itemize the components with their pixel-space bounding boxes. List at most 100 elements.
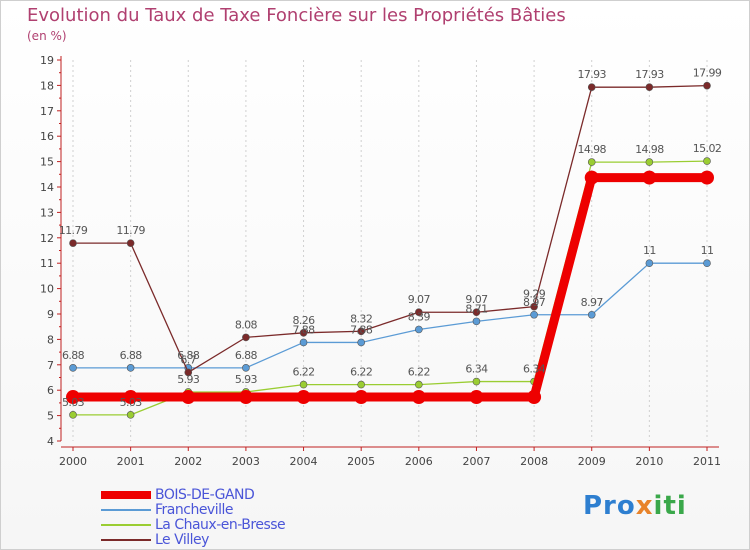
data-point: [700, 170, 714, 185]
y-tick-label: 14: [40, 181, 54, 194]
data-point: [584, 170, 599, 185]
data-point: [530, 310, 538, 319]
data-label: 8.32: [350, 312, 372, 325]
data-point: [357, 327, 365, 336]
legend-item: Francheville: [101, 501, 285, 518]
data-point: [69, 364, 77, 372]
data-label: 6.22: [350, 366, 372, 379]
legend-item: BOIS-DE-GAND: [101, 486, 285, 503]
legend-label: BOIS-DE-GAND: [155, 486, 255, 503]
y-tick-label: 15: [40, 156, 54, 169]
data-point: [469, 390, 484, 405]
y-tick-label: 17: [40, 105, 54, 118]
x-tick-label: 2010: [635, 455, 663, 468]
data-label: 7.88: [292, 323, 315, 336]
data-point: [69, 239, 77, 247]
x-tick-label: 2011: [693, 455, 721, 468]
legend-item: La Chaux-en-Bresse: [101, 517, 286, 533]
y-tick-label: 10: [40, 283, 54, 296]
data-point: [472, 377, 481, 386]
data-label: 5.93: [177, 373, 200, 386]
data-point: [242, 333, 250, 342]
data-point: [184, 368, 193, 377]
data-point: [642, 170, 657, 185]
data-label: 6.34: [523, 363, 546, 376]
y-tick-label: 12: [40, 232, 54, 245]
data-label: 9.07: [408, 293, 431, 306]
series-layer: [66, 81, 714, 419]
series-line-bois-de-gand: [73, 173, 707, 402]
x-tick-label: 2006: [405, 455, 433, 468]
legend-swatch: [101, 490, 151, 499]
proxiti-logo: Proxiti: [583, 491, 687, 521]
data-point: [645, 158, 654, 166]
legend-swatch: [101, 523, 151, 526]
data-label: 11: [643, 244, 656, 257]
data-point: [587, 158, 596, 166]
data-point: [472, 317, 481, 326]
data-point: [123, 390, 138, 405]
data-label: 6.34: [465, 363, 488, 376]
data-point: [411, 390, 426, 405]
data-label: 6.88: [177, 349, 200, 362]
legend-swatch: [101, 508, 151, 511]
y-tick-label: 16: [40, 130, 54, 143]
data-point: [126, 239, 135, 247]
data-point: [703, 157, 711, 165]
y-tick-label: 9: [47, 308, 54, 321]
legend-label: Francheville: [155, 501, 234, 518]
y-tick-label: 18: [40, 79, 54, 92]
y-tick-label: 8: [47, 333, 54, 346]
data-label: 8.39: [408, 310, 431, 323]
data-label: 9.29: [523, 288, 546, 301]
data-point: [645, 83, 654, 91]
data-label: 7.88: [350, 323, 373, 336]
data-label: 8.08: [235, 318, 258, 331]
series-line-le-villey: [73, 85, 708, 374]
legend-label: Le Villey: [155, 531, 209, 548]
data-point: [181, 390, 196, 405]
y-tick-label: 7: [47, 359, 54, 372]
data-label: 15.02: [693, 142, 722, 155]
data-label: 8.97: [581, 296, 604, 309]
grid-lines: [72, 60, 708, 441]
data-point: [299, 380, 308, 389]
x-tick-label: 2004: [290, 455, 318, 468]
data-label: 17.99: [693, 67, 722, 80]
data-point: [296, 390, 311, 405]
data-label: 6.88: [120, 349, 143, 362]
data-label: 5.93: [235, 373, 258, 386]
axes: 4 5 6 7 8 9 10 11 12 13 14 15 16 17 18 19 2000 2001 2002 20…: [40, 54, 721, 468]
data-point: [415, 380, 423, 389]
y-tick-label: 11: [40, 257, 54, 270]
legend-item: Le Villey: [101, 531, 285, 548]
data-label: 11.79: [116, 224, 145, 237]
data-label: 6.88: [235, 349, 258, 362]
data-point: [126, 364, 135, 372]
x-tick-label: 2007: [462, 455, 490, 468]
x-tick-label: 2000: [59, 455, 87, 468]
y-tick-label: 6: [47, 384, 54, 397]
data-point: [238, 390, 253, 405]
y-tick-label: 5: [47, 410, 54, 423]
data-label: 6.22: [408, 366, 430, 379]
data-label: 6.88: [62, 349, 85, 362]
data-point: [354, 390, 369, 405]
data-point: [357, 338, 365, 347]
data-point: [527, 390, 542, 405]
y-tick-label: 13: [40, 206, 54, 219]
data-label: 14.98: [635, 143, 664, 156]
data-point: [415, 308, 423, 317]
legend-swatch: [101, 538, 151, 541]
data-label: 6.22: [292, 366, 314, 379]
data-point: [530, 302, 538, 311]
data-point: [587, 310, 596, 319]
data-label: 5.03: [120, 396, 143, 409]
data-point: [69, 411, 77, 419]
series-line-la-chaux-en-bresse: [73, 160, 708, 416]
data-label: 5.03: [62, 396, 85, 409]
x-tick-label: 2009: [578, 455, 606, 468]
data-label: 17.93: [577, 68, 606, 81]
